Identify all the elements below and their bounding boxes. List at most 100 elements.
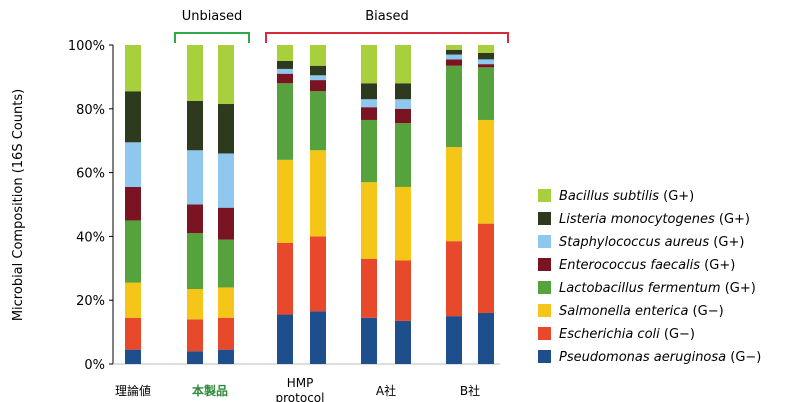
bar-segment (187, 204, 203, 234)
bar-segment (277, 45, 293, 61)
legend-entry: Enterococcus faecalis (G+) (559, 258, 735, 273)
bar-segment (478, 52, 494, 60)
legend-entry: Escherichia coli (G−) (559, 327, 695, 342)
bar-segment (361, 317, 377, 364)
bar-segment (478, 312, 494, 364)
bar-segment (125, 282, 141, 318)
legend-entry: Staphylococcus aureus (G+) (559, 235, 744, 250)
legend-swatch (538, 212, 551, 225)
bar-segment (446, 54, 462, 60)
y-tick-label: 0% (84, 358, 105, 373)
bar-segment (361, 258, 377, 318)
y-tick-label: 20% (76, 294, 105, 309)
y-axis-label: Microbial Composition (16S Counts) (11, 89, 26, 321)
legend-entry: Listeria monocytogenes (G+) (559, 212, 750, 227)
legend-swatch (538, 258, 551, 271)
bar-segment (446, 45, 462, 50)
legend-swatch (538, 304, 551, 317)
bar-segment (187, 100, 203, 151)
bar-segment (446, 147, 462, 242)
legend-swatch (538, 281, 551, 294)
bar-segment (395, 260, 411, 321)
bar-segment (187, 150, 203, 205)
bar-segment (310, 75, 326, 81)
bar-segment (478, 45, 494, 53)
legend-swatch (538, 350, 551, 363)
bar-segment (478, 223, 494, 313)
group-brackets: Unbiased Biased (174, 9, 509, 43)
bar-segment (125, 45, 141, 92)
bar-segment (187, 45, 203, 101)
category-label: B社 (460, 383, 480, 398)
bar-segment (361, 119, 377, 183)
legend-entry: Salmonella enterica (G−) (559, 304, 724, 319)
bar-segment (395, 186, 411, 261)
y-tick-label: 80% (76, 103, 105, 118)
y-axis: 0% 20% 40% 60% 80% 100% Microbial Composition … (11, 39, 500, 373)
bar-segment (361, 107, 377, 120)
legend-entry: Bacillus subtilis (G+) (559, 189, 694, 204)
bar-segment (361, 99, 377, 108)
y-tick-label: 40% (76, 230, 105, 245)
bar-segment (125, 186, 141, 221)
bar-segment (218, 45, 234, 105)
legend-swatch (538, 327, 551, 340)
bar-segment (310, 311, 326, 364)
bar-segment (277, 68, 293, 74)
bar-segment (446, 316, 462, 364)
bar-segment (125, 317, 141, 350)
bar-segment (478, 64, 494, 68)
bar-segment (125, 220, 141, 283)
category-label: 本製品 (192, 383, 228, 398)
legend-entry: Lactobacillus fermentum (G+) (559, 281, 756, 296)
legend: Bacillus subtilis (G+) Listeria monocytog… (538, 189, 761, 365)
bar-segment (395, 320, 411, 364)
bar-segment (446, 59, 462, 66)
bar-segment (187, 289, 203, 320)
bar-segment (395, 123, 411, 187)
y-tick-label: 60% (76, 167, 105, 182)
bar-segment (446, 65, 462, 148)
category-label: HMP protocol (276, 376, 325, 402)
bar-segment (395, 45, 411, 84)
bar-segment (395, 83, 411, 100)
bar-segment (310, 236, 326, 312)
bar-segment (395, 108, 411, 124)
bar-segment (125, 91, 141, 143)
bar-segment (310, 80, 326, 92)
bar-segment (310, 150, 326, 237)
bar-segment (478, 59, 494, 65)
bar-segment (277, 314, 293, 364)
unbiased-bracket (174, 32, 250, 43)
biased-label: Biased (365, 9, 409, 24)
category-label: A社 (376, 383, 396, 398)
bar-segment (361, 83, 377, 100)
bar-segment (218, 239, 234, 288)
category-label: 理論値 (115, 383, 151, 398)
bar-segment (218, 317, 234, 350)
x-axis-labels: 理論値 本製品 HMP protocol A社 B社 (115, 376, 480, 402)
bar-segment (218, 287, 234, 318)
biased-bracket (265, 32, 509, 43)
unbiased-label: Unbiased (182, 9, 243, 24)
legend-swatch (538, 189, 551, 202)
bar-segment (277, 83, 293, 160)
bar-segment (187, 351, 203, 364)
legend-entry: Pseudomonas aeruginosa (G−) (559, 350, 761, 365)
bar-segment (218, 104, 234, 154)
bar-segment (277, 73, 293, 84)
bar-segment (277, 242, 293, 315)
bar-segment (310, 45, 326, 66)
bar-segment (310, 65, 326, 76)
bar-segment (218, 207, 234, 240)
bar-segment (125, 349, 141, 364)
bar-segment (446, 49, 462, 55)
bar-segment (277, 159, 293, 243)
bar-segment (187, 233, 203, 290)
bar-segment (446, 241, 462, 317)
bar-segment (361, 45, 377, 84)
bar-segment (310, 91, 326, 151)
bars (125, 45, 494, 364)
bar-segment (218, 349, 234, 364)
